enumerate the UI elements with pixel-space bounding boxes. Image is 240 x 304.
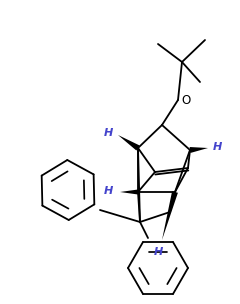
Text: H: H <box>153 247 163 257</box>
Polygon shape <box>118 135 140 150</box>
Polygon shape <box>120 189 138 195</box>
Polygon shape <box>162 191 178 240</box>
Polygon shape <box>190 147 208 153</box>
Text: H: H <box>104 186 113 196</box>
Text: H: H <box>104 128 113 138</box>
Text: O: O <box>181 94 190 106</box>
Text: H: H <box>213 142 222 152</box>
